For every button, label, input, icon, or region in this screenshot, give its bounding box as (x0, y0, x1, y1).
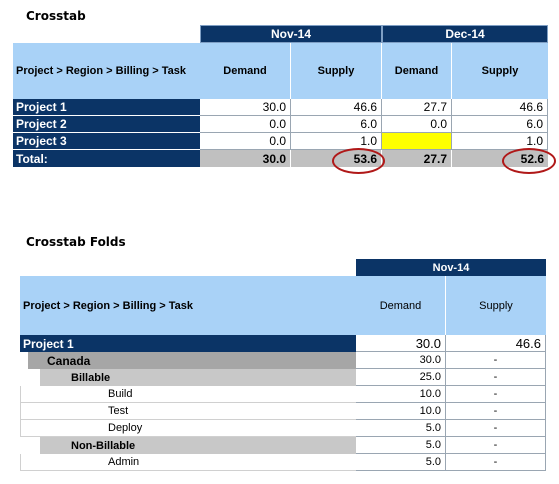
value-cell: - (446, 352, 546, 369)
month-header-nov: Nov-14 (356, 259, 546, 276)
row-dimension-header: Project > Region > Billing > Task (13, 43, 200, 99)
value-cell: - (446, 369, 546, 386)
value-cell: - (446, 454, 546, 471)
fold-row-canada[interactable]: Canada (28, 352, 356, 369)
value-cell: 6.0 (291, 116, 382, 133)
value-cell: 0.0 (200, 116, 291, 133)
crosstab-title: Crosstab (26, 9, 86, 23)
fold-row-non-billable[interactable]: Non-Billable (40, 437, 356, 454)
value-cell: 5.0 (356, 454, 446, 471)
col-header-supply-nov: Supply (291, 43, 382, 99)
value-cell: 6.0 (452, 116, 548, 133)
value-cell: 30.0 (356, 335, 446, 352)
total-label: Total: (13, 150, 200, 167)
fold-row-billable[interactable]: Billable (40, 369, 356, 386)
total-value: 27.7 (382, 150, 452, 167)
month-header-dec: Dec-14 (382, 25, 548, 43)
col-header-demand: Demand (356, 276, 446, 335)
col-header-demand-nov: Demand (200, 43, 291, 99)
total-value: 30.0 (200, 150, 291, 167)
fold-row-deploy[interactable]: Deploy (20, 420, 356, 437)
value-cell: 10.0 (356, 403, 446, 420)
row-dimension-header: Project > Region > Billing > Task (20, 276, 356, 335)
fold-row-build[interactable]: Build (20, 386, 356, 403)
col-header-supply: Supply (446, 276, 546, 335)
value-cell: 46.6 (291, 99, 382, 116)
value-cell: 5.0 (356, 420, 446, 437)
value-cell: 5.0 (356, 437, 446, 454)
value-cell: 1.0 (291, 133, 382, 150)
row-label-project-2[interactable]: Project 2 (13, 116, 200, 133)
fold-row-test[interactable]: Test (20, 403, 356, 420)
value-cell: 27.7 (382, 99, 452, 116)
value-cell: 10.0 (356, 386, 446, 403)
value-cell: 30.0 (200, 99, 291, 116)
value-cell: 0.0 (382, 116, 452, 133)
value-cell: 30.0 (356, 352, 446, 369)
row-label-project-3[interactable]: Project 3 (13, 133, 200, 150)
value-cell: 46.6 (446, 335, 546, 352)
value-cell: 25.0 (356, 369, 446, 386)
value-cell: - (446, 437, 546, 454)
crosstab-folds-title: Crosstab Folds (26, 235, 126, 249)
fold-row-admin[interactable]: Admin (20, 454, 356, 471)
month-header-nov: Nov-14 (200, 25, 382, 43)
col-header-supply-dec: Supply (452, 43, 548, 99)
highlighted-empty-cell (382, 133, 452, 150)
value-cell: 46.6 (452, 99, 548, 116)
indent-spacer (20, 352, 28, 369)
value-cell: 1.0 (452, 133, 548, 150)
total-value: 53.6 (291, 150, 382, 167)
value-cell: 0.0 (200, 133, 291, 150)
fold-row-project-1[interactable]: Project 1 (20, 335, 356, 352)
value-cell: - (446, 420, 546, 437)
row-label-project-1[interactable]: Project 1 (13, 99, 200, 116)
total-value: 52.6 (452, 150, 548, 167)
value-cell: - (446, 386, 546, 403)
col-header-demand-dec: Demand (382, 43, 452, 99)
value-cell: - (446, 403, 546, 420)
